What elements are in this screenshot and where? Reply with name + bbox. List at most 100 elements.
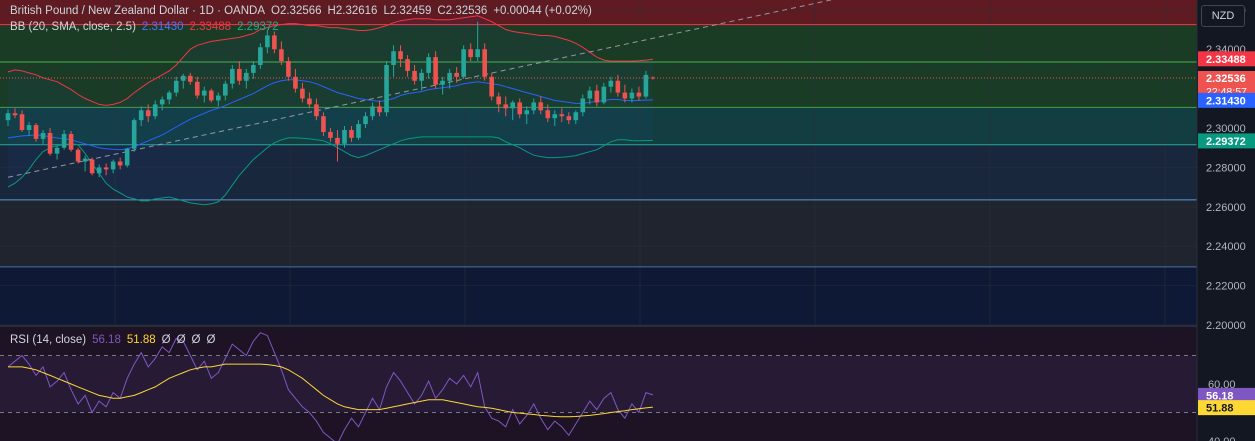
- candle-body: [138, 110, 144, 121]
- candle-body: [566, 116, 572, 121]
- candle-body: [538, 102, 544, 111]
- bb-lower-value: 2.29372: [237, 21, 279, 33]
- price-tick-label: 2.20000: [1206, 320, 1246, 332]
- candle-body: [166, 92, 172, 100]
- rsi-extra-4: Ø: [206, 334, 216, 346]
- candle-body: [559, 114, 565, 117]
- rsi-band-fill: [0, 355, 1197, 413]
- price-tick-label: 2.24000: [1206, 241, 1246, 253]
- candle-body: [517, 102, 523, 115]
- candle-body: [524, 110, 530, 115]
- candle-body: [223, 83, 228, 96]
- candle-body: [531, 102, 537, 111]
- candle-body: [629, 92, 635, 99]
- candle-body: [468, 49, 473, 58]
- high-value: 2.32616: [335, 5, 378, 17]
- bb-row: BB (20, SMA, close, 2.5) 2.31430 2.33488…: [10, 19, 592, 35]
- candle-body: [68, 133, 74, 150]
- candle-body: [321, 116, 326, 132]
- bb-upper-value: 2.33488: [189, 21, 232, 33]
- bb-label[interactable]: BB (20, SMA, close, 2.5): [10, 21, 136, 33]
- candle-body: [496, 96, 501, 105]
- candle-body: [601, 86, 607, 103]
- candle-body: [110, 161, 116, 170]
- bb-fill: [8, 15, 653, 205]
- candle-body: [510, 102, 516, 109]
- candle-body: [251, 65, 256, 73]
- candle-body: [152, 104, 158, 117]
- candle-body: [272, 35, 277, 50]
- price-zone-1: [0, 0, 1197, 25]
- symbol-title[interactable]: British Pound / New Zealand Dollar · 1D …: [10, 5, 266, 17]
- badge-rsi-ma-bg: [1198, 400, 1255, 416]
- candle-body: [384, 65, 389, 113]
- candle-body: [636, 92, 642, 97]
- low-label: L: [383, 5, 390, 17]
- candle-body: [230, 68, 235, 84]
- candle-body: [370, 106, 375, 117]
- change-value: +0.00044 (+0.02%): [493, 5, 592, 17]
- badge-bb-lower: 2.29372: [1206, 136, 1246, 148]
- rsi-tick-label: 40.00: [1208, 436, 1236, 441]
- high-label: H: [327, 5, 336, 17]
- badge-rsi-ma: 51.88: [1206, 403, 1234, 415]
- rsi-line: [7, 332, 654, 441]
- badge-bb-upper-bg: [1198, 51, 1255, 67]
- candle-body: [328, 131, 333, 138]
- badge-bb-upper: 2.33488: [1206, 54, 1246, 66]
- candle-body: [75, 149, 81, 162]
- candle-body: [89, 159, 95, 174]
- candle-body: [461, 49, 466, 77]
- price-tick-label: 2.30000: [1206, 123, 1246, 135]
- candle-body: [244, 72, 249, 81]
- candle-body: [47, 132, 53, 154]
- currency-selector[interactable]: NZD: [1201, 5, 1245, 27]
- candle-body: [40, 132, 46, 139]
- candle-body: [96, 167, 102, 174]
- badge-rsi: 56.18: [1206, 390, 1234, 402]
- candle-body: [5, 113, 11, 121]
- candle-body: [608, 80, 614, 87]
- candle-body: [33, 125, 39, 139]
- candle-body: [216, 95, 221, 101]
- candle-body: [12, 113, 18, 116]
- pane-separator: [0, 325, 1255, 327]
- candle-body: [356, 124, 361, 138]
- price-zone-2: [0, 24, 1197, 63]
- candle-body: [580, 98, 586, 113]
- candle-body: [405, 59, 410, 71]
- price-zone-4: [0, 107, 1197, 145]
- price-badges: 2.334882.3253622:48:572.314302.2937256.1…: [1198, 51, 1255, 416]
- symbol-row: British Pound / New Zealand Dollar · 1D …: [10, 3, 592, 19]
- candle-body: [622, 92, 628, 99]
- candle-body: [398, 51, 403, 60]
- price-legend: British Pound / New Zealand Dollar · 1D …: [10, 3, 592, 35]
- candle-body: [342, 130, 347, 144]
- candle-body: [82, 158, 88, 162]
- candle-body: [391, 51, 396, 65]
- rsi-pane: [0, 325, 1255, 441]
- candle-body: [300, 88, 305, 99]
- open-label: O: [271, 5, 280, 17]
- candle-body: [377, 106, 382, 113]
- candle-body: [54, 147, 60, 154]
- candle-body: [159, 99, 165, 105]
- bb-basis-line: [7, 79, 653, 151]
- candle-body: [489, 76, 494, 97]
- close-label: C: [437, 5, 446, 17]
- price-levels: [0, 24, 1197, 268]
- candle-body: [433, 57, 438, 85]
- candle-body: [237, 68, 242, 81]
- candle-body: [447, 72, 452, 81]
- candle-body: [475, 49, 480, 58]
- badge-close: 2.32536: [1206, 73, 1246, 85]
- candle-body: [503, 104, 509, 109]
- bollinger-bands: [7, 15, 653, 206]
- bb-lower-line: [7, 136, 653, 206]
- rsi-value: 56.18: [92, 334, 121, 346]
- open-value: 2.32566: [279, 5, 322, 17]
- candle-body: [61, 133, 67, 148]
- rsi-legend: RSI (14, close) 56.18 51.88 Ø Ø Ø Ø: [10, 332, 215, 348]
- rsi-label[interactable]: RSI (14, close): [10, 334, 87, 346]
